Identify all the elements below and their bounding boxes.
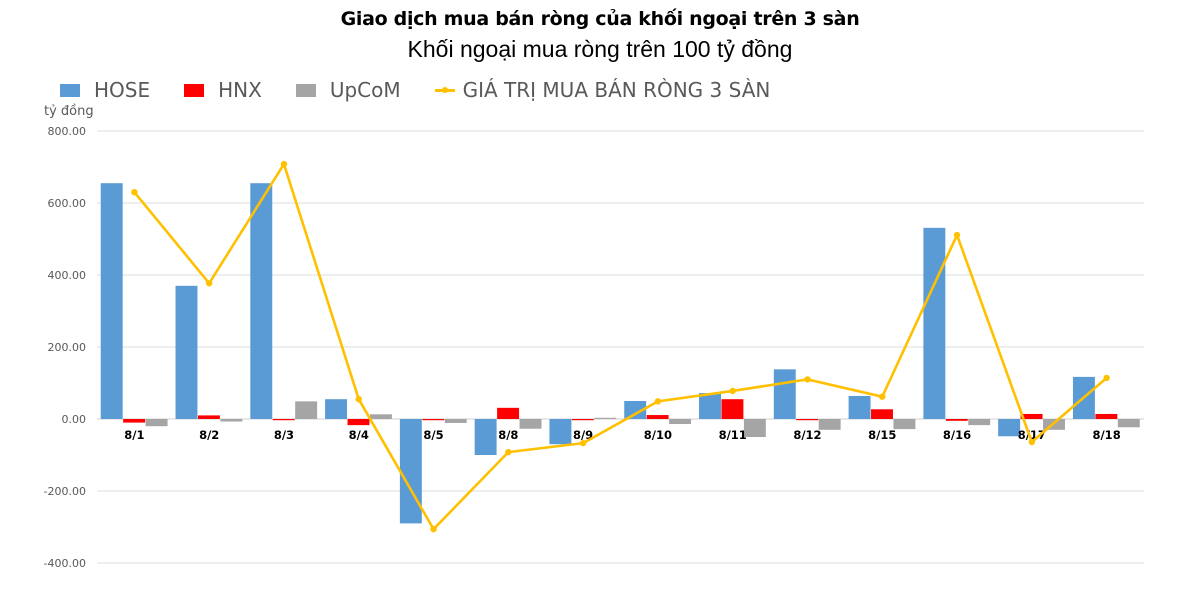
line-point-marker <box>579 439 587 447</box>
bar-hnx <box>945 419 968 421</box>
line-point-marker <box>430 525 437 533</box>
bar-upcom <box>669 419 692 425</box>
bar-hose <box>699 393 721 419</box>
bar-hnx <box>571 419 594 421</box>
bar-upcom <box>369 414 392 419</box>
bar-hose <box>325 399 348 419</box>
legend-item-hose[interactable]: HOSE <box>60 78 150 102</box>
line-point-marker <box>729 387 736 395</box>
line-point-marker <box>953 231 961 239</box>
bar-hnx <box>871 409 893 419</box>
line-point-marker <box>280 160 288 168</box>
y-tick-label: 600.00 <box>48 197 87 210</box>
line-point-marker <box>131 189 138 196</box>
x-tick-label: 8/15 <box>868 428 896 442</box>
legend-line-marker-icon <box>434 86 455 93</box>
bar-hnx <box>347 419 370 426</box>
chart-legend: HOSE HNX UpCoM GIÁ TRỊ MUA BÁN RÒNG 3 SÀ… <box>60 76 804 104</box>
bar-hnx <box>272 419 295 421</box>
x-tick-label: 8/8 <box>498 428 518 442</box>
chart-title: Giao dịch mua bán ròng của khối ngoại tr… <box>340 8 860 30</box>
line-series <box>131 160 1110 533</box>
legend-label-upcom: UpCoM <box>329 78 401 102</box>
bar-hose <box>998 419 1021 437</box>
x-tick-label: 8/16 <box>943 428 971 442</box>
legend-item-upcom[interactable]: UpCoM <box>295 78 401 102</box>
y-axis-unit-label: tỷ đồng <box>44 104 94 119</box>
x-tick-label: 8/1 <box>124 428 144 442</box>
y-tick-label: -200.00 <box>44 485 86 498</box>
legend-swatch-upcom-icon <box>295 83 316 97</box>
legend-label-hose: HOSE <box>94 78 151 102</box>
bar-upcom <box>893 419 916 430</box>
bar-upcom <box>519 419 542 429</box>
bar-hnx <box>197 415 220 419</box>
bar-hnx <box>497 407 520 419</box>
line-point-marker <box>1028 438 1036 446</box>
line-point-marker <box>355 396 362 403</box>
legend-label-net-value: GIÁ TRỊ MUA BÁN RÒNG 3 SÀN <box>462 78 771 102</box>
x-axis-ticks: 8/1 8/2 8/3 8/4 8/5 8/8 8/9 8/10 8/11 8/12 8/15 8/1… <box>124 428 1120 442</box>
bar-upcom <box>220 419 243 422</box>
bar-hnx <box>1020 413 1043 419</box>
x-tick-label: 8/9 <box>573 428 593 442</box>
y-axis-ticks: 800.00 600.00 400.00 200.00 0.00 -200.00 -400.… <box>44 125 86 570</box>
bar-hnx <box>721 399 744 419</box>
x-tick-label: 8/3 <box>274 428 294 442</box>
legend-item-net-value[interactable]: GIÁ TRỊ MUA BÁN RÒNG 3 SÀN <box>434 78 771 102</box>
x-tick-label: 8/17 <box>1018 428 1046 442</box>
bar-series <box>100 183 1140 524</box>
net-value-line <box>133 162 1108 531</box>
bar-hnx <box>646 415 669 419</box>
bar-hose <box>773 369 796 419</box>
bar-hose <box>624 401 647 419</box>
y-tick-label: 200.00 <box>48 341 87 354</box>
bar-hnx <box>796 419 819 421</box>
bar-hose <box>923 227 946 419</box>
x-tick-label: 8/4 <box>349 428 369 442</box>
legend-swatch-hose-icon <box>60 83 80 97</box>
x-tick-label: 8/18 <box>1092 428 1120 442</box>
line-point-marker <box>879 393 886 400</box>
legend-label-hnx: HNX <box>218 78 262 102</box>
y-tick-label: 0.00 <box>62 413 87 426</box>
bar-upcom <box>145 419 168 427</box>
chart-subtitle: Khối ngoại mua ròng trên 100 tỷ đồng <box>407 36 793 62</box>
line-point-marker <box>205 280 213 287</box>
y-tick-label: 400.00 <box>48 269 87 282</box>
bar-upcom <box>295 401 318 419</box>
legend-swatch-hnx-icon <box>184 83 205 97</box>
y-tick-label: 800.00 <box>48 125 87 138</box>
line-point-marker <box>1103 374 1110 382</box>
bar-upcom <box>968 419 991 426</box>
legend-item-hnx[interactable]: HNX <box>184 78 262 102</box>
x-tick-label: 8/10 <box>644 428 672 442</box>
bar-upcom <box>818 419 841 430</box>
bar-hose <box>100 183 123 419</box>
y-tick-label: -400.00 <box>44 557 86 570</box>
bar-hose <box>474 419 497 455</box>
bar-upcom <box>594 417 617 419</box>
bar-hnx <box>1095 413 1118 419</box>
bar-upcom <box>743 419 766 437</box>
line-point-marker <box>505 448 512 456</box>
bar-hnx <box>123 419 146 423</box>
bar-upcom <box>1117 419 1140 428</box>
x-tick-label: 8/2 <box>199 428 219 442</box>
line-point-marker <box>804 376 811 383</box>
x-tick-label: 8/12 <box>793 428 821 442</box>
bar-hose <box>848 395 871 419</box>
line-point-marker <box>654 398 662 405</box>
bar-hnx <box>422 419 445 421</box>
x-tick-label: 8/5 <box>423 428 443 442</box>
bar-hose <box>399 419 422 524</box>
x-tick-label: 8/11 <box>719 428 747 442</box>
bar-hose <box>175 285 198 419</box>
bar-hose <box>549 419 572 445</box>
bar-hose <box>250 183 273 419</box>
bar-upcom <box>444 419 467 423</box>
